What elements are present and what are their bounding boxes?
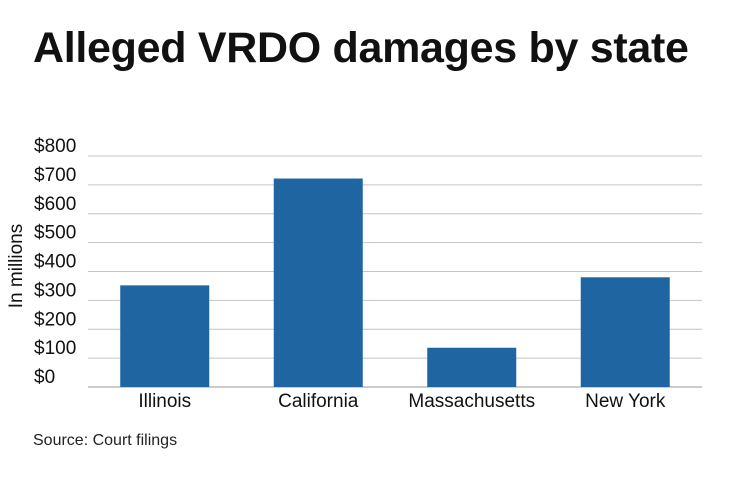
x-category-label: Illinois xyxy=(138,391,191,412)
y-tick-label: $400 xyxy=(34,252,76,273)
bars xyxy=(120,178,670,387)
y-axis-tick-labels: $0 $100 $200 $300 $400 $500 $600 $700 $800 xyxy=(34,136,76,388)
y-tick-label: $0 xyxy=(34,367,55,388)
y-tick-label: $600 xyxy=(34,194,76,215)
x-axis-category-labels: Illinois California Massachusetts New York xyxy=(138,391,666,412)
x-category-label: Massachusetts xyxy=(408,391,535,412)
y-tick-label: $100 xyxy=(34,338,76,359)
y-tick-label: $200 xyxy=(34,309,76,330)
x-category-label: New York xyxy=(585,391,666,412)
y-tick-label: $800 xyxy=(34,136,76,157)
bar-california xyxy=(273,178,363,387)
y-tick-label: $700 xyxy=(34,165,76,186)
bar-illinois xyxy=(120,285,210,387)
y-tick-label: $500 xyxy=(34,223,76,244)
x-category-label: California xyxy=(278,391,359,412)
y-axis-label: In millions xyxy=(6,224,27,308)
bar-new-york xyxy=(580,277,670,387)
chart-title: Alleged VRDO damages by state xyxy=(33,24,689,72)
bar-massachusetts xyxy=(427,347,517,387)
source-note: Source: Court filings xyxy=(33,432,178,449)
y-tick-label: $300 xyxy=(34,280,76,301)
